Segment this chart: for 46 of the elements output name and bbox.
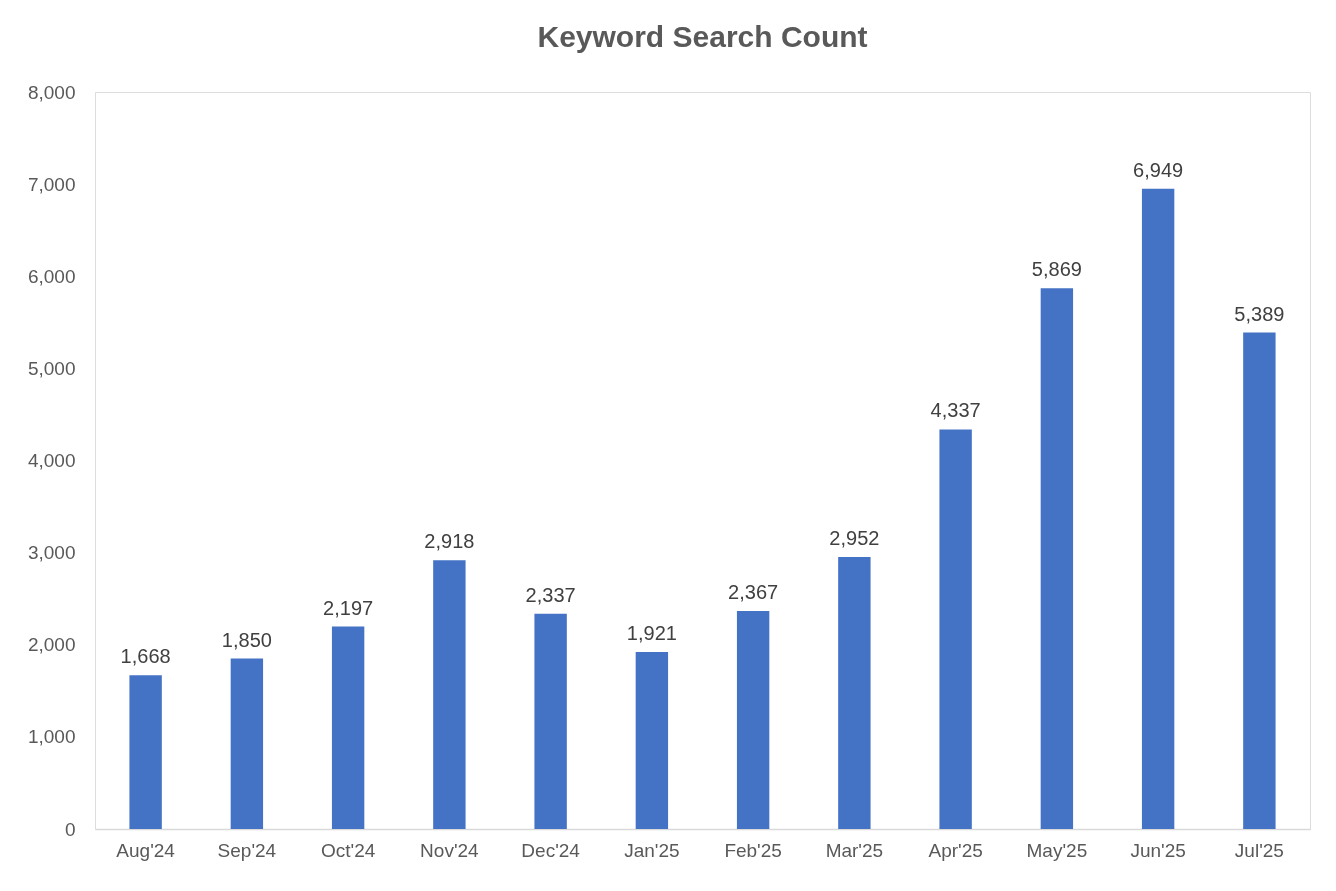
data-label: 2,952 bbox=[829, 527, 880, 550]
x-tick-label: May'25 bbox=[1026, 839, 1088, 861]
bar bbox=[838, 557, 871, 829]
y-tick-label: 6,000 bbox=[27, 265, 76, 287]
x-tick-label: Sep'24 bbox=[217, 839, 277, 861]
chart-title: Keyword Search Count bbox=[537, 20, 868, 53]
data-label: 1,921 bbox=[626, 622, 677, 645]
bar bbox=[433, 560, 466, 829]
bar bbox=[230, 658, 264, 829]
bar bbox=[736, 610, 770, 829]
data-label: 2,337 bbox=[525, 583, 576, 606]
data-label: 5,389 bbox=[1234, 302, 1285, 325]
bar bbox=[1040, 288, 1074, 829]
bar bbox=[331, 626, 365, 829]
data-label: 2,197 bbox=[323, 596, 374, 619]
bar bbox=[129, 675, 162, 829]
x-tick-label: Apr'25 bbox=[928, 839, 983, 861]
x-tick-label: Feb'25 bbox=[724, 839, 782, 861]
x-tick-label: Jul'25 bbox=[1234, 839, 1284, 861]
y-tick-label: 4,000 bbox=[27, 450, 76, 471]
x-tick-label: Dec'24 bbox=[521, 839, 581, 861]
x-tick-label: Jan'25 bbox=[624, 839, 680, 861]
data-label: 1,668 bbox=[120, 645, 171, 668]
bar bbox=[635, 652, 669, 829]
y-tick-label: 3,000 bbox=[27, 542, 76, 564]
x-tick-label: Nov'24 bbox=[420, 839, 480, 861]
x-tick-label: Jun'25 bbox=[1130, 839, 1186, 861]
bar bbox=[939, 429, 972, 829]
bar bbox=[1141, 188, 1175, 829]
y-tick-label: 5,000 bbox=[27, 357, 76, 379]
data-label: 6,949 bbox=[1133, 158, 1184, 181]
data-label: 1,850 bbox=[221, 628, 272, 651]
y-tick-label: 8,000 bbox=[27, 81, 76, 103]
y-tick-label: 1,000 bbox=[27, 726, 76, 748]
bar bbox=[534, 613, 567, 829]
data-label: 2,918 bbox=[424, 530, 475, 553]
y-tick-label: 0 bbox=[64, 818, 76, 840]
x-tick-label: Oct'24 bbox=[320, 839, 376, 861]
x-tick-label: Mar'25 bbox=[825, 839, 884, 861]
bar bbox=[1243, 332, 1276, 829]
y-tick-label: 7,000 bbox=[27, 173, 76, 195]
data-label: 5,869 bbox=[1031, 258, 1082, 281]
data-label: 2,367 bbox=[728, 580, 779, 603]
y-tick-label: 2,000 bbox=[27, 634, 76, 656]
data-label: 4,337 bbox=[930, 399, 981, 422]
x-tick-label: Aug'24 bbox=[116, 839, 176, 861]
